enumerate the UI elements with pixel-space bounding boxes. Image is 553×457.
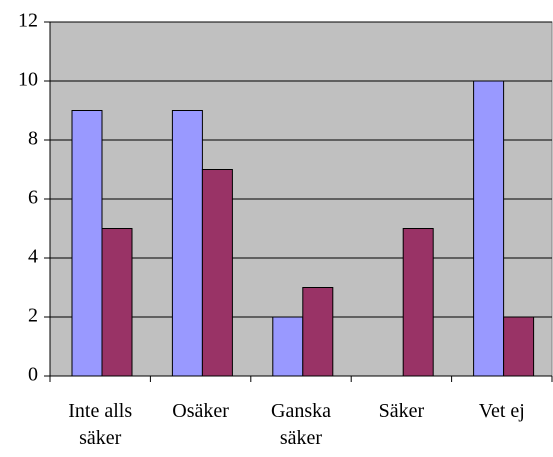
y-tick-label: 12 [18, 10, 38, 32]
bar [402, 228, 434, 377]
bar [272, 316, 304, 377]
bar [71, 110, 103, 377]
bar [171, 110, 203, 377]
y-tick-label: 4 [28, 246, 38, 268]
x-tick-label: Vet ej [478, 400, 525, 422]
y-tick-label: 10 [18, 69, 38, 91]
x-tick-label: Inte alls säker [68, 400, 133, 449]
x-tick-label: Osäker [172, 400, 229, 422]
y-tick-label: 0 [28, 364, 38, 386]
bar [201, 169, 233, 377]
bar [302, 287, 334, 377]
bar [473, 80, 505, 377]
bar [503, 316, 535, 377]
y-tick-label: 2 [28, 305, 38, 327]
x-tick-label: Säker [378, 400, 425, 422]
bar [101, 228, 133, 377]
y-tick-label: 8 [28, 128, 38, 150]
x-tick-label: Ganska säker [271, 400, 331, 449]
y-tick-label: 6 [28, 187, 38, 209]
